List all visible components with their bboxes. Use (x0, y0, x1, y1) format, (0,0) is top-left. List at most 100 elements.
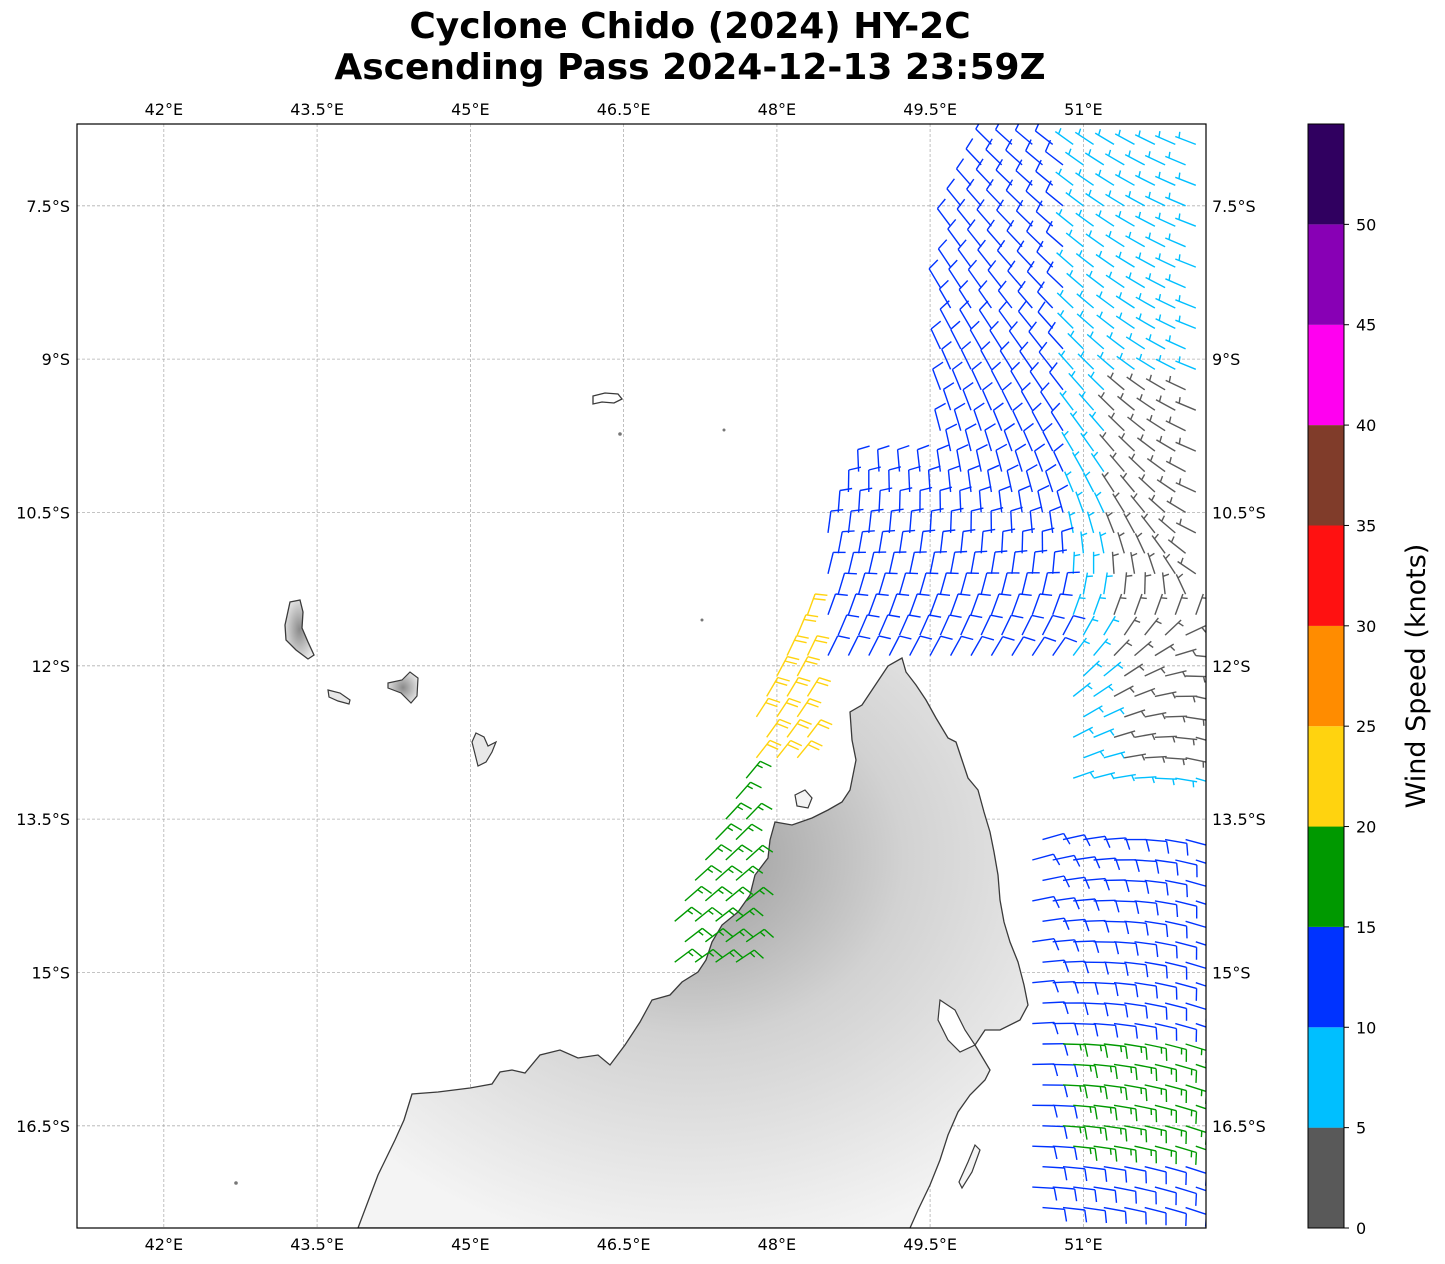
wind-barb (1105, 271, 1125, 289)
wind-barb (1154, 1145, 1177, 1165)
wind-barb (909, 508, 924, 533)
wind-barb (984, 423, 996, 452)
wind-barb (1138, 474, 1156, 493)
wind-barb (694, 948, 723, 963)
wind-barb (1154, 1104, 1178, 1123)
wind-barb (1175, 859, 1198, 878)
wind-barb (1042, 875, 1071, 888)
wind-barb (1164, 1125, 1187, 1145)
wind-barb (1185, 625, 1206, 636)
wind-barb (1093, 982, 1119, 997)
wind-barb (1082, 572, 1093, 595)
wind-barb (987, 260, 1003, 289)
wind-barb (1092, 593, 1106, 615)
wind-barb (1135, 252, 1156, 268)
wind-barb (1125, 191, 1146, 207)
wind-barb (827, 551, 846, 574)
wind-barb (1144, 1002, 1168, 1020)
wind-barb (1124, 838, 1150, 852)
wind-barb (1154, 643, 1176, 657)
wind-barb (929, 635, 953, 656)
wind-barb (1103, 1043, 1128, 1059)
wind-barb (1158, 515, 1176, 534)
wind-barb (1124, 920, 1149, 936)
wind-barb (837, 487, 853, 513)
wind-barb (1052, 1145, 1078, 1161)
wind-barb (1062, 615, 1086, 636)
colorbar-tick-label: 0 (1356, 1219, 1366, 1238)
wind-barb (975, 124, 992, 145)
wind-barb (1124, 879, 1150, 894)
wind-barb (1037, 281, 1054, 309)
wind-barb (1136, 394, 1156, 411)
wind-barb (1093, 772, 1116, 780)
lat-tick-label: 15°S (31, 963, 70, 982)
wind-barb (960, 341, 972, 370)
wind-barb (1083, 1084, 1108, 1100)
wind-barb (888, 635, 912, 656)
wind-barb (928, 259, 942, 288)
wind-barb (1012, 402, 1023, 431)
wind-barb (694, 906, 723, 922)
wind-barb (1123, 616, 1141, 636)
wind-barb (1155, 314, 1176, 330)
wind-barb (966, 219, 982, 248)
wind-barbs (674, 124, 1206, 1227)
wind-barb (971, 361, 982, 391)
wind-barb (1077, 351, 1095, 370)
wind-barb (1113, 941, 1139, 956)
wind-barb (919, 614, 942, 636)
wind-barb (1115, 251, 1135, 268)
wind-barb (1058, 350, 1074, 370)
wind-barb (1054, 127, 1074, 145)
wind-barb (909, 551, 927, 574)
wind-barb (1134, 1063, 1158, 1082)
wind-barb (745, 760, 772, 779)
wind-barb (934, 402, 946, 431)
wind-barb (1195, 777, 1206, 782)
wind-barb (1134, 1022, 1158, 1040)
wind-barb (1167, 536, 1187, 554)
wind-barb (1042, 1001, 1069, 1015)
lat-tick-label: 7.5°S (26, 197, 70, 216)
wind-barb (980, 572, 1000, 595)
colorbar-bin (1308, 124, 1344, 225)
wind-barb (1195, 695, 1206, 700)
wind-barb (684, 927, 713, 943)
wind-barb (1177, 557, 1197, 575)
wind-barb (1045, 180, 1064, 207)
lon-tick-label: 48°E (758, 1235, 796, 1254)
wind-barb (975, 158, 992, 186)
wind-barb (1093, 899, 1120, 913)
wind-barb (796, 656, 820, 677)
wind-barb (1154, 777, 1177, 786)
wind-barb (1062, 1084, 1088, 1099)
map-frame (76, 123, 1207, 1229)
wind-barb (992, 402, 1004, 431)
wind-barb (1052, 636, 1078, 656)
wind-barb (1124, 1043, 1148, 1060)
wind-barb (1017, 485, 1031, 513)
wind-barb (1134, 732, 1157, 741)
wind-barb (1082, 660, 1103, 677)
wind-barb (704, 844, 733, 861)
wind-barb (929, 508, 944, 533)
wind-barb (1061, 430, 1074, 452)
colorbar-label: Wind Speed (knots) (1401, 544, 1432, 809)
wind-barb (1042, 1206, 1068, 1222)
lon-tick-labels-bottom: 42°E 43.5°E 45°E 46.5°E 48°E 49.5°E 51°E (145, 1235, 1103, 1254)
lon-tick-label: 43.5°E (290, 100, 344, 119)
wind-barb (755, 739, 782, 759)
wind-barb (1103, 1166, 1128, 1183)
wind-barb (1113, 639, 1133, 657)
astove-islet (722, 428, 726, 432)
wind-barb (1056, 484, 1069, 513)
wind-barb (1195, 736, 1206, 741)
wind-barb (725, 802, 752, 820)
wind-barb (1175, 396, 1197, 411)
wind-barb (1113, 730, 1136, 738)
wind-barb (1195, 1022, 1206, 1028)
wind-barb (1175, 131, 1197, 146)
wind-barb (1146, 414, 1166, 432)
wind-barb (1033, 443, 1046, 472)
